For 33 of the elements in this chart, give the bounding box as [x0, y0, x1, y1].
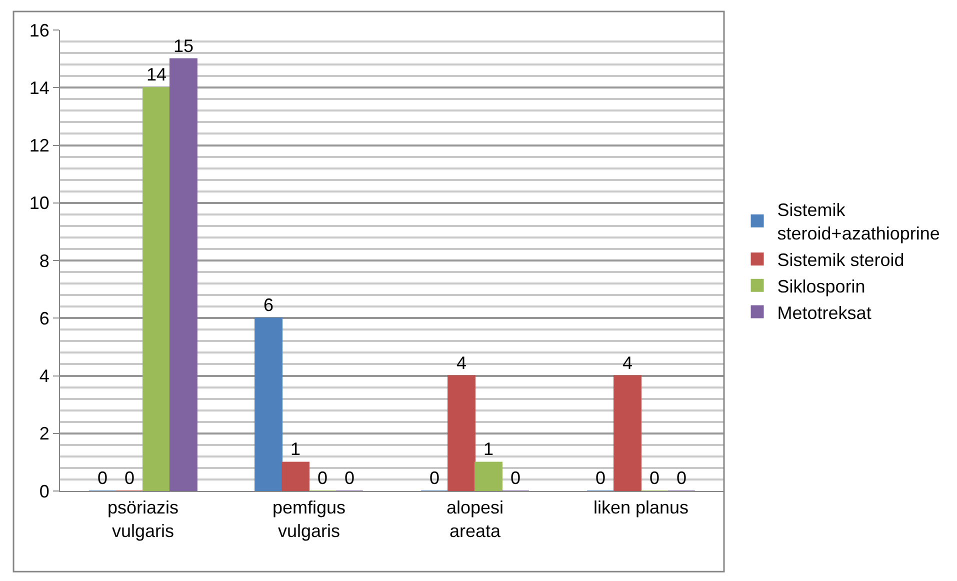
- y-tick-label: 14: [29, 78, 50, 98]
- y-tick-label: 6: [39, 308, 50, 328]
- data-label: 0: [98, 468, 108, 488]
- data-label: 1: [483, 439, 494, 460]
- x-tick-label: alopesi areata: [446, 498, 504, 541]
- data-label: 0: [317, 468, 328, 488]
- data-label: 4: [622, 352, 633, 373]
- data-label: 0: [596, 468, 606, 488]
- data-label: 14: [146, 64, 167, 85]
- data-label: 0: [649, 468, 660, 488]
- x-tick-label: liken planus: [593, 498, 689, 518]
- legend-label: Sistemik steroid+azathioprine: [777, 200, 940, 244]
- y-tick-label: 2: [39, 424, 50, 444]
- data-label: 1: [290, 439, 301, 460]
- data-label: 4: [456, 352, 467, 373]
- data-label: 0: [510, 468, 520, 488]
- x-tick-label: psöriazis vulgaris: [107, 498, 179, 541]
- y-tick-label: 8: [39, 250, 50, 271]
- legend-label: Metotreksat: [777, 302, 872, 323]
- x-tick-label: pemfigus vulgaris: [272, 498, 346, 541]
- data-label: 0: [430, 468, 440, 488]
- legend-label: Siklosporin: [777, 276, 866, 296]
- data-label: 0: [344, 468, 354, 488]
- data-label: 6: [264, 295, 274, 316]
- y-tick-label: 0: [39, 481, 50, 502]
- data-label: 0: [124, 468, 135, 488]
- y-tick-label: 16: [29, 20, 50, 40]
- y-tick-label: 12: [29, 136, 50, 156]
- data-label: 0: [676, 468, 686, 488]
- y-tick-label: 4: [39, 366, 50, 386]
- y-tick-label: 10: [29, 193, 50, 214]
- data-label: 15: [173, 36, 194, 56]
- legend-label: Sistemik steroid: [777, 250, 904, 270]
